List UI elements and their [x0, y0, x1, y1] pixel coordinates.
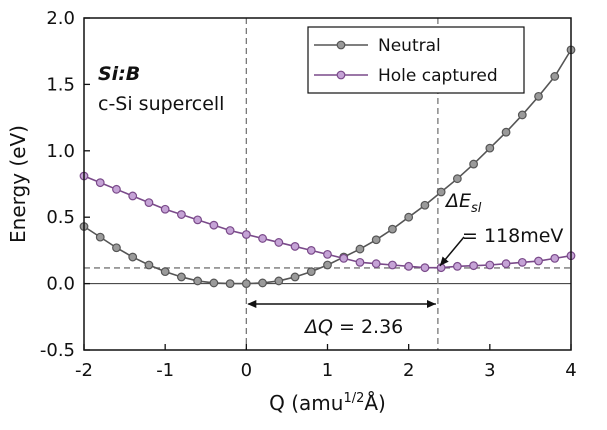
- series-1-point: [420, 263, 430, 273]
- series-1-point: [193, 215, 203, 225]
- annotation-delta-q-value: = 2.36: [333, 316, 403, 338]
- series-0-point: [193, 276, 203, 286]
- series-1-point: [404, 261, 414, 271]
- legend-label-1: Hole captured: [378, 66, 498, 86]
- annotation-delta-e-subscript: sl: [471, 201, 482, 216]
- series-0-point: [274, 276, 284, 286]
- x-tick-label: 1: [322, 360, 333, 381]
- series-1-point: [517, 257, 527, 267]
- series-0-point: [112, 243, 121, 253]
- series-0-point: [176, 272, 186, 282]
- series-0-point: [160, 267, 170, 277]
- x-tick-label: -1: [156, 360, 174, 381]
- series-0-point: [290, 272, 300, 282]
- series-0-point: [404, 212, 414, 222]
- series-0-point: [388, 224, 397, 234]
- series-1-point: [550, 253, 560, 263]
- legend-label-0: Neutral: [378, 36, 441, 56]
- annotation-arrow: [439, 236, 465, 267]
- series-1-point: [339, 253, 349, 263]
- series-1-point: [258, 234, 267, 243]
- x-axis-title: Q (amu1/2Å): [269, 391, 386, 415]
- y-tick-label: 0.5: [46, 207, 75, 228]
- x-axis-title-end: Å): [364, 391, 385, 415]
- series-1-point: [176, 210, 186, 219]
- series-1-point: [209, 220, 219, 230]
- x-axis-title-sup: 1/2: [343, 391, 364, 406]
- x-tick-label: 3: [484, 360, 495, 381]
- series-1-point: [95, 178, 105, 188]
- series-1-point: [501, 259, 511, 269]
- series-1-point: [290, 242, 300, 251]
- series-1-point: [112, 184, 121, 194]
- series-0-point: [128, 252, 138, 262]
- series-0-point: [436, 187, 446, 197]
- series-1-point: [306, 245, 316, 255]
- x-axis-title-main: Q (amu: [269, 391, 343, 415]
- y-tick-label: 0.0: [46, 274, 75, 295]
- y-tick-label: -0.5: [40, 340, 75, 361]
- legend-box: [307, 26, 525, 94]
- annotation-delta-q-symbol: ΔQ: [303, 316, 333, 338]
- series-1-point: [371, 259, 381, 269]
- series-0-point: [355, 244, 365, 254]
- series-0-point: [534, 91, 543, 101]
- series-0-point: [258, 278, 267, 288]
- series-1-point: [128, 191, 138, 201]
- x-tick-label: 4: [565, 360, 576, 381]
- annotation-supercell: c-Si supercell: [98, 93, 224, 115]
- series-0-point: [501, 127, 511, 137]
- legend: Neutral Hole captured: [307, 26, 525, 94]
- series-0-point: [550, 72, 560, 81]
- series-0-point: [420, 200, 430, 210]
- annotation-delta-q: ΔQ = 2.36: [303, 316, 403, 338]
- series-0-point: [225, 279, 235, 289]
- legend-marker-0: [336, 40, 346, 50]
- series-1-point: [144, 198, 154, 207]
- x-tick-label: 0: [241, 360, 252, 381]
- y-tick-label: 1.5: [46, 74, 75, 95]
- series-1-point: [388, 260, 397, 270]
- series-0-point: [209, 278, 219, 288]
- series-1-point: [323, 249, 332, 259]
- series-0-point: [452, 174, 462, 184]
- series-1-point: [534, 256, 543, 266]
- series-0-point: [144, 260, 154, 270]
- series-0-point: [306, 267, 316, 277]
- x-tick-label: -2: [75, 360, 93, 381]
- series-1-point: [160, 204, 170, 214]
- legend-marker-1: [336, 70, 346, 80]
- series-1-point: [452, 261, 462, 271]
- series-1-point: [355, 257, 365, 267]
- annotation-delta-e: ΔEsl: [444, 190, 482, 216]
- annotation-delta-e-symbol: ΔE: [444, 190, 471, 212]
- series-1-point: [485, 260, 495, 270]
- series-0-point: [517, 110, 527, 120]
- series-1-point: [469, 261, 479, 271]
- y-tick-label: 1.0: [46, 141, 75, 162]
- series-0-point: [95, 232, 105, 242]
- series-1-point: [225, 226, 235, 235]
- series-0-point: [323, 260, 332, 270]
- series-1-point: [274, 238, 284, 247]
- annotation-delta-e-value: = 118meV: [462, 225, 563, 247]
- series-0-point: [469, 159, 479, 169]
- series-1-point: [241, 230, 251, 239]
- x-tick-label: 2: [403, 360, 414, 381]
- series-0-point: [371, 235, 381, 245]
- series-0-point: [485, 143, 495, 153]
- y-axis-title: Energy (eV): [6, 125, 30, 243]
- y-tick-label: 2.0: [46, 8, 75, 29]
- annotation-material: Si:B: [98, 63, 140, 85]
- series-0-point: [241, 279, 251, 289]
